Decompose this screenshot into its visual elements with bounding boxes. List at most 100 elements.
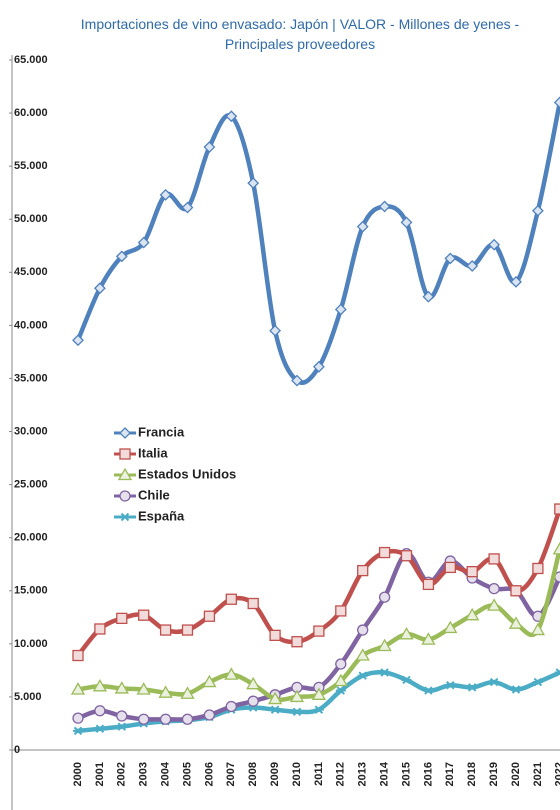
point (93, 282, 106, 295)
point (94, 724, 105, 733)
y-tick-label: 40.000 (14, 319, 48, 331)
point (335, 658, 347, 670)
point (553, 96, 560, 109)
point (465, 607, 480, 621)
point (114, 681, 129, 694)
point (378, 546, 391, 559)
point (335, 686, 346, 695)
x-tick-label: 2009 (269, 762, 281, 786)
point (225, 700, 237, 713)
point (335, 605, 347, 617)
point (378, 591, 391, 603)
point (508, 616, 524, 629)
legend-label: Chile (138, 487, 170, 502)
x-tick-label: 2010 (291, 762, 303, 786)
point (269, 324, 282, 337)
point (225, 110, 238, 123)
point (552, 542, 560, 555)
point (203, 709, 216, 721)
point (377, 638, 392, 652)
x-tick-label: 2013 (357, 762, 369, 786)
legend-item: Francia (114, 424, 185, 439)
y-tick-label: 50.000 (14, 213, 48, 225)
series (73, 668, 560, 736)
point (399, 626, 414, 640)
legend-label: España (138, 508, 185, 523)
point (421, 632, 436, 645)
x-tick-label: 2015 (400, 762, 412, 786)
legend-item: Estados Unidos (114, 466, 236, 481)
point (138, 713, 150, 725)
point (180, 686, 195, 699)
legend-item: España (114, 508, 185, 523)
point (531, 204, 544, 217)
point (224, 667, 239, 680)
point (486, 598, 502, 611)
point (203, 141, 216, 153)
point (488, 238, 501, 251)
point (72, 712, 84, 724)
point (466, 566, 478, 578)
point (181, 201, 194, 214)
x-tick-label: 2012 (335, 762, 347, 786)
y-tick-label: 5.000 (14, 691, 42, 703)
legend-marker (119, 490, 131, 502)
x-tick-label: 2019 (488, 762, 500, 786)
y-tick-label: 45.000 (14, 266, 48, 278)
point (291, 374, 303, 387)
point (115, 250, 128, 263)
y-tick-label: 15.000 (14, 585, 48, 597)
y-tick-label: 25.000 (14, 479, 48, 491)
line (75, 100, 560, 385)
y-tick-label: 10.000 (14, 638, 48, 650)
point (530, 622, 546, 636)
point (510, 585, 522, 597)
point (267, 691, 283, 705)
point (357, 624, 369, 636)
point (116, 612, 128, 625)
point (355, 648, 370, 661)
point (444, 252, 457, 265)
x-tick-label: 2007 (225, 762, 237, 786)
point (422, 290, 435, 303)
x-tick-label: 2004 (160, 761, 172, 786)
point (400, 550, 413, 562)
point (401, 675, 412, 685)
x-tick-label: 2022 (554, 762, 560, 786)
y-tick-label: 60.000 (14, 107, 48, 119)
point (532, 677, 543, 687)
y-tick-label: 65.000 (14, 54, 48, 66)
point (292, 707, 302, 716)
point (378, 200, 391, 213)
x-tick-label: 2017 (444, 762, 456, 786)
point (247, 695, 259, 707)
point (92, 678, 108, 692)
y-tick-label: 20.000 (14, 532, 48, 544)
point (379, 668, 390, 677)
legend-label: Italia (138, 445, 168, 460)
x-tick-label: 2014 (379, 761, 391, 786)
point (72, 649, 84, 662)
point (203, 610, 216, 622)
point (181, 624, 194, 636)
point (72, 334, 84, 347)
point (159, 713, 172, 725)
point (467, 683, 478, 692)
x-tick-label: 2001 (94, 762, 106, 786)
point (202, 674, 217, 688)
line (75, 670, 560, 734)
x-tick-label: 2018 (466, 762, 478, 786)
series (70, 542, 560, 705)
point (311, 687, 327, 700)
point (313, 625, 325, 637)
legend-label: Francia (138, 424, 185, 439)
point (489, 677, 500, 687)
y-tick-label: 35.000 (14, 372, 48, 384)
point (488, 582, 500, 595)
point (94, 623, 106, 635)
point (532, 562, 544, 575)
point (246, 676, 261, 690)
point (312, 360, 325, 373)
x-tick-label: 2006 (203, 762, 215, 786)
